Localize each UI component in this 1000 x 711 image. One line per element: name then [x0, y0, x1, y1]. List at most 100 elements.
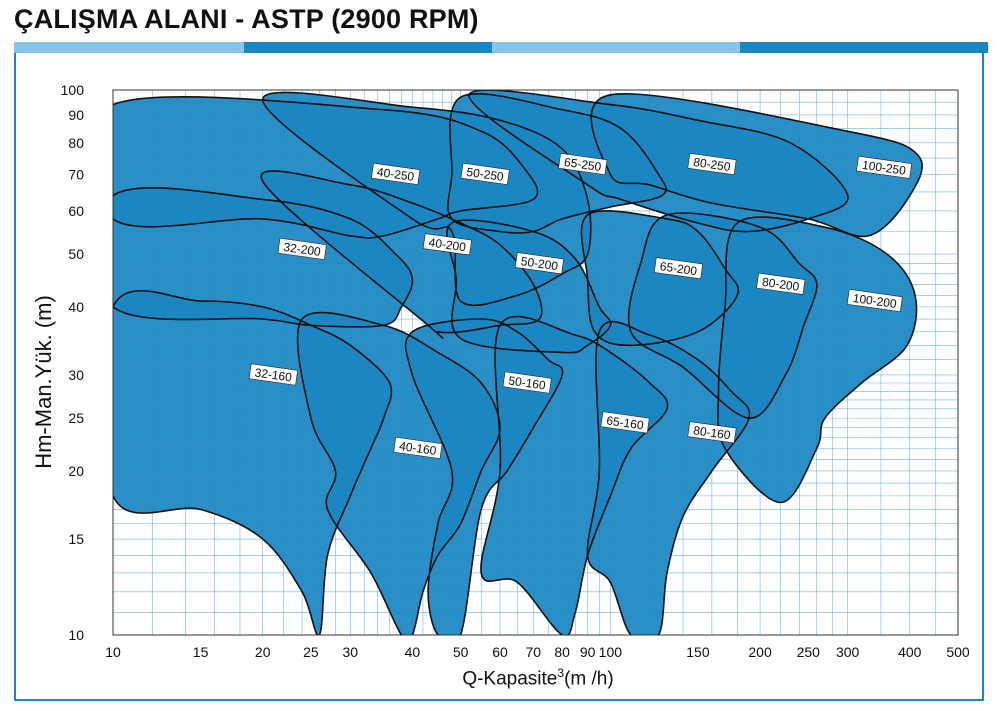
pump-label-box — [756, 272, 806, 295]
x-tick-label: 80 — [554, 644, 570, 660]
x-tick-label: 60 — [492, 644, 508, 660]
title-bar-segment — [14, 42, 244, 53]
pump-area-32-200 — [113, 187, 413, 327]
pump-label-100-200: 100-200 — [846, 289, 903, 313]
x-tick-label: 150 — [686, 644, 710, 660]
pump-curve-50-250 — [261, 91, 592, 307]
pump-label-text: 40-160 — [398, 439, 437, 458]
pump-label-50-160: 50-160 — [502, 371, 552, 394]
pump-label-box — [393, 436, 443, 459]
x-tick-label: 100 — [599, 644, 623, 660]
y-tick-label: 20 — [68, 463, 84, 479]
y-tick-label: 100 — [61, 82, 85, 98]
x-tick-label: 50 — [453, 644, 469, 660]
pump-curve-40-250 — [113, 96, 539, 239]
y-tick-label: 15 — [68, 531, 84, 547]
pump-label-text: 50-250 — [466, 165, 505, 184]
pump-label-box — [248, 363, 298, 386]
pump-label-50-250: 50-250 — [460, 162, 510, 185]
pump-curve-65-250 — [447, 93, 668, 234]
pump-label-box — [687, 152, 737, 176]
x-tick-label: 500 — [946, 644, 970, 660]
title-bar-segment — [244, 42, 492, 53]
pump-label-box — [846, 289, 903, 313]
pump-label-box — [422, 233, 472, 256]
y-tick-label: 40 — [68, 299, 84, 315]
pump-curve-50-160 — [404, 318, 564, 635]
pump-label-text: 32-160 — [254, 365, 293, 384]
pump-label-text: 50-160 — [508, 373, 547, 392]
pump-label-box — [558, 152, 608, 176]
pump-label-text: 32-200 — [283, 240, 322, 259]
pump-curve-100-200 — [717, 216, 918, 504]
x-tick-label: 250 — [797, 644, 821, 660]
y-tick-label: 70 — [68, 166, 84, 182]
x-axis-label-sup: 3 — [557, 666, 565, 680]
pump-curve-50-200 — [446, 219, 612, 354]
pump-label-text: 80-200 — [761, 275, 800, 294]
pump-label-text: 65-250 — [563, 155, 602, 174]
x-tick-label: 70 — [526, 644, 542, 660]
pump-label-text: 80-160 — [692, 423, 731, 442]
x-axis-label: Q-Kapasite3(m /h) — [462, 666, 613, 690]
x-tick-label: 400 — [898, 644, 922, 660]
pump-curve-80-200 — [627, 212, 818, 419]
x-axis-label-text: Q-Kapasite — [462, 668, 558, 690]
pump-label-text: 80-250 — [692, 155, 731, 174]
pump-curve-32-160 — [113, 289, 393, 635]
pump-label-box — [600, 411, 650, 434]
pump-label-40-200: 40-200 — [422, 233, 472, 256]
y-tick-label: 80 — [68, 135, 84, 151]
pump-label-100-250: 100-250 — [856, 155, 912, 179]
pump-label-box — [502, 371, 552, 394]
chart-title: ÇALIŞMA ALANI - ASTP (2900 RPM) — [14, 4, 479, 34]
x-tick-label: 15 — [193, 644, 209, 660]
pump-curve-40-160 — [296, 311, 501, 635]
x-tick-label: 90 — [580, 644, 596, 660]
y-tick-label: 30 — [68, 367, 84, 383]
pump-label-65-160: 65-160 — [600, 411, 650, 434]
pump-label-65-200: 65-200 — [653, 257, 704, 280]
y-tick-label: 90 — [68, 107, 84, 123]
tick-labels-layer: 10 15 20 25 30 40 50 60 70 80 90 100 150 200 250 300 400… — [61, 82, 970, 660]
pump-label-text: 100-200 — [852, 291, 898, 311]
x-tick-label: 20 — [255, 644, 271, 660]
pump-label-text: 50-200 — [520, 254, 559, 273]
pump-label-box — [687, 421, 737, 444]
pump-label-32-200: 32-200 — [277, 237, 327, 260]
chart-frame — [14, 53, 984, 701]
pump-curves-layer — [113, 90, 923, 635]
pump-label-box — [856, 155, 912, 179]
x-tick-label: 30 — [343, 644, 359, 660]
axis-layer — [112, 89, 959, 636]
pump-label-text: 65-160 — [606, 413, 645, 432]
pump-labels-layer: 100-250 80-250 65-250 50-250 40-250 100-200 80… — [248, 152, 912, 459]
title-bar-segment — [740, 42, 988, 53]
pump-label-box — [277, 237, 327, 260]
pump-label-box — [514, 252, 565, 275]
pump-area-65-200 — [581, 210, 739, 346]
pump-label-text: 40-250 — [376, 165, 415, 184]
pump-label-80-200: 80-200 — [756, 272, 806, 295]
x-tick-label: 25 — [303, 644, 319, 660]
pump-label-50-200: 50-200 — [514, 252, 565, 275]
pump-label-40-160: 40-160 — [393, 436, 443, 459]
pump-label-80-160: 80-160 — [687, 421, 737, 444]
pump-curve-65-200 — [580, 210, 740, 347]
pump-curve-40-200 — [260, 170, 543, 339]
pump-label-32-160: 32-160 — [248, 363, 298, 386]
y-tick-label: 60 — [68, 203, 84, 219]
pump-area-32-160 — [113, 290, 392, 635]
x-tick-label: 300 — [836, 644, 860, 660]
pump-label-40-250: 40-250 — [371, 162, 421, 185]
y-tick-label: 10 — [68, 627, 84, 643]
pump-curve-65-160 — [480, 315, 669, 635]
y-tick-label: 25 — [68, 410, 84, 426]
pump-curve-80-250 — [468, 90, 849, 233]
plot-border — [112, 89, 959, 636]
pump-label-text: 100-250 — [861, 158, 907, 178]
pump-curve-32-200 — [113, 186, 414, 328]
x-tick-label: 40 — [405, 644, 421, 660]
x-tick-label: 10 — [105, 644, 121, 660]
y-axis-label: Hm-Man.Yük. (m) — [31, 295, 56, 469]
